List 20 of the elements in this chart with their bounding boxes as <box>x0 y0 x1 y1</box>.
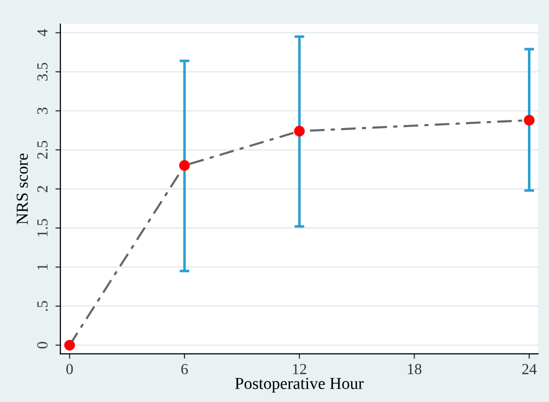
x-tick-label: 12 <box>293 364 306 374</box>
point <box>179 160 190 171</box>
x-axis-title: Postoperative Hour <box>235 378 364 392</box>
y-tick-label: 1 <box>37 264 48 270</box>
x-tick-label: 0 <box>66 364 73 374</box>
point <box>294 126 305 136</box>
y-tick-label: .5 <box>37 300 48 311</box>
x-tick-label: 18 <box>408 364 422 374</box>
y-tick-label: 1.5 <box>37 219 48 236</box>
y-tick-label: 3 <box>37 108 48 114</box>
point <box>64 340 75 351</box>
y-tick-label: 2 <box>37 186 48 192</box>
y-tick-label: 2.5 <box>37 140 48 159</box>
y-axis-title: NRS score <box>16 154 28 224</box>
x-tick-label: 24 <box>522 364 537 374</box>
point <box>524 114 535 126</box>
y-tick-label: 0 <box>37 342 48 348</box>
y-tick-label: 3.5 <box>37 62 48 81</box>
y-tick-label: 4 <box>37 29 48 36</box>
x-tick-label: 6 <box>181 364 188 374</box>
